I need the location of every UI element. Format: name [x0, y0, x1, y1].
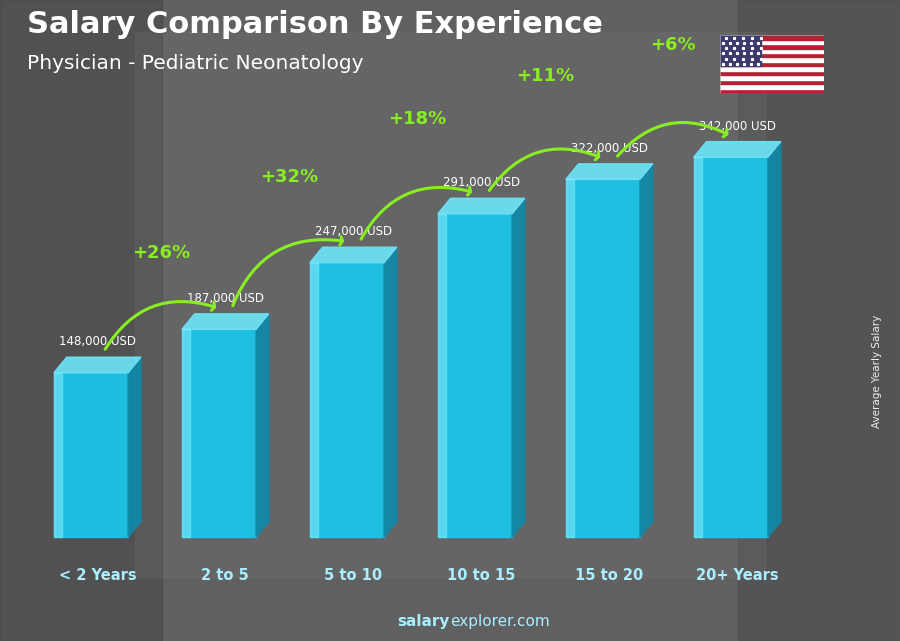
Text: 15 to 20: 15 to 20 — [575, 569, 644, 583]
Text: explorer.com: explorer.com — [450, 615, 550, 629]
Polygon shape — [310, 263, 318, 537]
Text: Salary Comparison By Experience: Salary Comparison By Experience — [27, 10, 603, 38]
Polygon shape — [566, 164, 652, 179]
Text: +26%: +26% — [132, 244, 191, 262]
Polygon shape — [566, 179, 640, 537]
Polygon shape — [182, 314, 269, 329]
Text: 2 to 5: 2 to 5 — [202, 569, 249, 583]
Polygon shape — [128, 357, 141, 537]
Text: 291,000 USD: 291,000 USD — [443, 176, 520, 189]
Polygon shape — [182, 329, 190, 537]
Polygon shape — [768, 142, 780, 537]
Bar — [720, 44, 824, 49]
Text: Average Yearly Salary: Average Yearly Salary — [872, 315, 883, 428]
Bar — [720, 58, 824, 62]
Bar — [720, 79, 824, 84]
Polygon shape — [437, 198, 525, 214]
Bar — [720, 49, 824, 53]
Text: +11%: +11% — [517, 67, 574, 85]
Polygon shape — [694, 157, 768, 537]
Polygon shape — [694, 142, 780, 157]
Polygon shape — [54, 357, 141, 372]
Text: < 2 Years: < 2 Years — [58, 569, 136, 583]
Bar — [720, 35, 761, 66]
Bar — [720, 53, 824, 58]
Text: 20+ Years: 20+ Years — [696, 569, 778, 583]
Polygon shape — [437, 214, 446, 537]
Bar — [720, 40, 824, 44]
Polygon shape — [512, 198, 525, 537]
Text: 148,000 USD: 148,000 USD — [58, 335, 136, 348]
Bar — [738, 0, 900, 641]
Polygon shape — [182, 329, 256, 537]
Text: 5 to 10: 5 to 10 — [324, 569, 382, 583]
Polygon shape — [384, 247, 397, 537]
Bar — [720, 75, 824, 79]
Text: salary: salary — [398, 615, 450, 629]
Polygon shape — [54, 372, 128, 537]
Text: 322,000 USD: 322,000 USD — [571, 142, 648, 155]
Polygon shape — [640, 164, 652, 537]
Text: +6%: +6% — [651, 36, 696, 54]
Bar — [720, 88, 824, 93]
Bar — [720, 84, 824, 88]
Polygon shape — [694, 157, 702, 537]
Text: +32%: +32% — [260, 168, 319, 186]
Bar — [720, 35, 824, 40]
Bar — [135, 32, 765, 577]
Bar — [720, 71, 824, 75]
Bar — [720, 62, 824, 66]
Text: +18%: +18% — [388, 110, 446, 128]
Text: 342,000 USD: 342,000 USD — [698, 120, 776, 133]
Polygon shape — [54, 372, 62, 537]
Text: 187,000 USD: 187,000 USD — [187, 292, 264, 305]
Polygon shape — [256, 314, 269, 537]
Bar — [720, 66, 824, 71]
Polygon shape — [437, 214, 512, 537]
Bar — [0, 0, 162, 641]
Text: 10 to 15: 10 to 15 — [447, 569, 516, 583]
Text: 247,000 USD: 247,000 USD — [315, 225, 392, 238]
Polygon shape — [566, 179, 574, 537]
Polygon shape — [310, 263, 384, 537]
Polygon shape — [310, 247, 397, 263]
Text: Physician - Pediatric Neonatology: Physician - Pediatric Neonatology — [27, 54, 364, 74]
